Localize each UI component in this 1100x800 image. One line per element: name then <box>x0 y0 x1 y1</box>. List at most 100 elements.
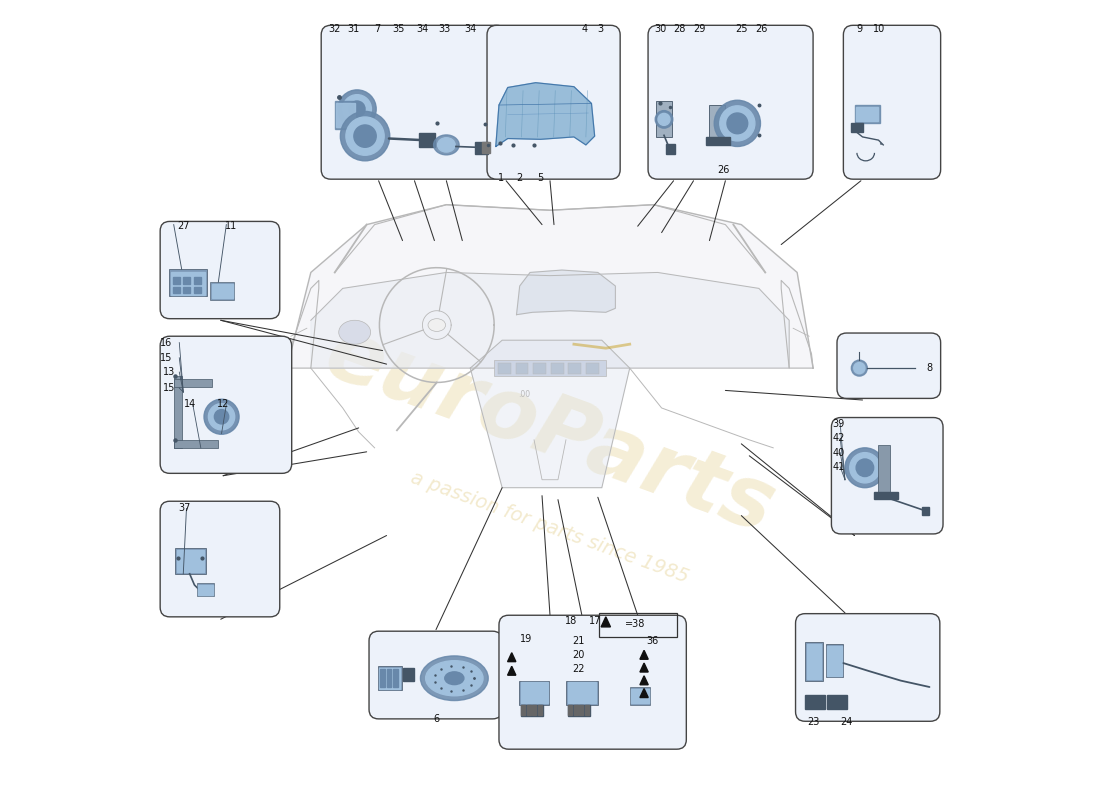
Text: 17: 17 <box>588 616 601 626</box>
Bar <box>337 103 355 127</box>
Text: 26: 26 <box>717 166 729 175</box>
Text: 40: 40 <box>833 448 845 458</box>
FancyBboxPatch shape <box>161 222 279 318</box>
Ellipse shape <box>433 135 459 155</box>
Polygon shape <box>287 205 813 368</box>
Ellipse shape <box>444 672 464 685</box>
FancyBboxPatch shape <box>832 418 943 534</box>
Bar <box>534 363 546 374</box>
Bar <box>532 706 537 715</box>
Text: 39: 39 <box>833 419 845 429</box>
Text: 20: 20 <box>572 650 585 660</box>
Bar <box>198 585 212 594</box>
FancyBboxPatch shape <box>844 26 940 179</box>
Bar <box>482 142 491 153</box>
Bar <box>210 282 234 299</box>
Bar <box>174 376 182 448</box>
Bar <box>856 106 879 121</box>
Ellipse shape <box>345 117 384 155</box>
Text: 37: 37 <box>178 502 191 513</box>
Text: 41: 41 <box>833 462 845 472</box>
Text: a passion for parts since 1985: a passion for parts since 1985 <box>408 468 692 587</box>
Text: 24: 24 <box>840 717 852 727</box>
Bar <box>569 706 572 715</box>
Bar <box>827 646 842 676</box>
Bar <box>629 687 650 705</box>
Text: 35: 35 <box>393 24 405 34</box>
Bar <box>174 440 218 448</box>
Text: 2: 2 <box>516 174 522 183</box>
Bar <box>580 706 583 715</box>
Bar <box>565 681 597 705</box>
Bar <box>184 286 190 293</box>
Ellipse shape <box>719 106 755 141</box>
Text: 29: 29 <box>694 24 706 34</box>
Bar <box>827 695 847 710</box>
Bar <box>574 706 578 715</box>
Bar <box>379 668 400 689</box>
Ellipse shape <box>727 113 748 134</box>
Text: 26: 26 <box>755 24 768 34</box>
Ellipse shape <box>349 101 365 117</box>
FancyBboxPatch shape <box>161 336 292 474</box>
Ellipse shape <box>658 114 670 126</box>
Bar <box>381 670 385 687</box>
Bar <box>805 642 823 681</box>
Ellipse shape <box>854 362 865 374</box>
Polygon shape <box>601 617 610 627</box>
Bar <box>404 668 415 681</box>
Ellipse shape <box>338 90 376 128</box>
Bar <box>551 363 563 374</box>
Ellipse shape <box>851 360 867 376</box>
Text: 5: 5 <box>537 174 543 183</box>
Bar <box>173 278 180 284</box>
Bar <box>173 286 180 293</box>
Bar <box>169 270 207 296</box>
Text: euroParts: euroParts <box>314 312 786 552</box>
FancyBboxPatch shape <box>368 631 503 719</box>
Bar <box>419 133 436 147</box>
Bar <box>826 644 844 678</box>
Text: =38: =38 <box>625 619 646 629</box>
Bar <box>598 613 676 637</box>
Bar <box>194 286 201 293</box>
Text: 18: 18 <box>564 616 576 626</box>
Bar <box>197 583 215 596</box>
Text: .00: .00 <box>518 390 530 399</box>
Bar <box>710 105 725 138</box>
Text: 22: 22 <box>572 665 585 674</box>
Bar <box>805 695 825 710</box>
Polygon shape <box>517 270 615 314</box>
Text: 8: 8 <box>926 363 933 373</box>
Text: 34: 34 <box>416 24 429 34</box>
Ellipse shape <box>850 453 880 483</box>
FancyBboxPatch shape <box>161 502 279 617</box>
Bar <box>172 273 205 294</box>
Text: 28: 28 <box>673 24 685 34</box>
FancyBboxPatch shape <box>499 615 686 749</box>
Text: 14: 14 <box>184 399 196 409</box>
FancyBboxPatch shape <box>487 26 620 179</box>
Polygon shape <box>640 689 648 698</box>
Ellipse shape <box>426 661 483 696</box>
Bar <box>184 278 190 284</box>
Bar <box>631 689 649 703</box>
Bar <box>527 706 531 715</box>
Bar <box>656 101 672 137</box>
Text: 11: 11 <box>226 222 238 231</box>
Text: 36: 36 <box>646 636 658 646</box>
Text: 9: 9 <box>856 24 862 34</box>
Polygon shape <box>496 82 595 146</box>
Bar <box>666 144 675 154</box>
Bar <box>494 360 606 376</box>
Ellipse shape <box>438 138 455 152</box>
Text: 13: 13 <box>163 367 175 377</box>
Ellipse shape <box>343 94 372 123</box>
Bar <box>177 550 204 572</box>
Bar <box>393 670 398 687</box>
Text: 10: 10 <box>873 24 886 34</box>
Bar <box>568 682 596 703</box>
Bar <box>386 670 392 687</box>
Ellipse shape <box>204 399 239 434</box>
Bar <box>519 681 549 705</box>
